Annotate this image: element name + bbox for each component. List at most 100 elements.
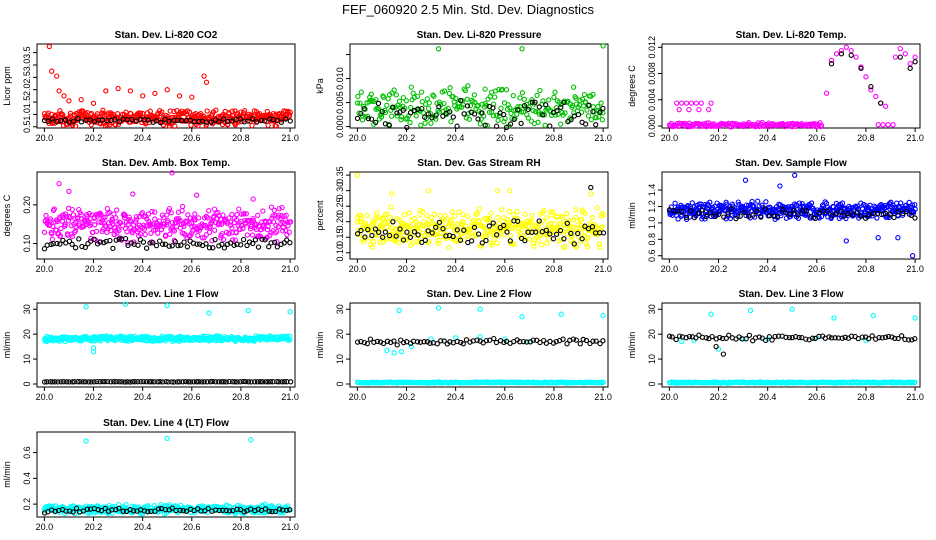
data-point [88, 379, 94, 385]
data-point [895, 235, 901, 241]
plot-frame [661, 43, 921, 129]
series-main [41, 301, 293, 355]
data-point [449, 209, 455, 215]
data-point [779, 206, 785, 213]
data-point [181, 239, 187, 245]
x-tick-label: 20.8 [545, 264, 563, 274]
x-tick-label: 20.4 [759, 133, 777, 143]
data-point [538, 242, 545, 248]
data-point [273, 123, 280, 129]
data-point [189, 94, 195, 100]
data-point [478, 243, 485, 249]
data-point [471, 224, 478, 231]
y-tick-label: 1.5 [22, 96, 32, 109]
data-point [66, 379, 72, 385]
x-tick-label: 20.8 [857, 133, 875, 143]
data-point [260, 208, 266, 214]
series-overlay [354, 184, 607, 247]
data-point [726, 332, 732, 338]
data-point [250, 240, 256, 247]
data-point [398, 348, 405, 355]
x-tick-label: 20.4 [134, 133, 152, 143]
data-point [194, 192, 200, 198]
data-point [112, 122, 119, 128]
data-point [717, 334, 723, 341]
data-point [140, 93, 146, 99]
data-point [453, 238, 459, 244]
data-point [425, 187, 432, 194]
data-point [82, 379, 89, 385]
data-point [686, 333, 693, 340]
y-axis-label: Licor ppm [2, 66, 12, 106]
data-point [85, 379, 92, 385]
data-point [562, 110, 568, 116]
data-point [133, 214, 139, 220]
data-point [170, 227, 176, 233]
data-point [103, 88, 109, 94]
data-point [286, 112, 293, 118]
data-point [546, 97, 552, 103]
data-point [181, 223, 187, 230]
data-point [486, 109, 493, 115]
data-point [540, 112, 546, 118]
data-point [848, 47, 854, 54]
data-point [703, 213, 710, 220]
data-point [413, 239, 419, 245]
panel-title: Stan. Dev. Gas Stream RH [417, 158, 540, 169]
data-point [284, 219, 291, 225]
data-point [843, 238, 849, 244]
data-point [163, 378, 169, 385]
y-tick-label: 1.0 [647, 217, 657, 230]
plot-frame [36, 43, 296, 129]
data-point [535, 119, 541, 125]
data-point [882, 334, 889, 340]
data-point [124, 379, 130, 385]
data-point [401, 212, 407, 218]
data-point [824, 208, 831, 214]
data-point [429, 230, 435, 236]
data-point [600, 230, 607, 236]
x-tick-label: 20.4 [447, 264, 465, 274]
y-axis-label: percent [315, 200, 325, 231]
x-tick-label: 20.6 [183, 133, 201, 143]
data-point [494, 232, 500, 238]
data-point [540, 98, 546, 104]
data-point [673, 336, 679, 343]
y-tick-label: 20 [335, 329, 345, 339]
plot-frame [661, 171, 921, 260]
data-point [127, 379, 133, 385]
data-point [479, 110, 485, 116]
data-point [243, 211, 249, 217]
data-point [482, 122, 488, 128]
data-point [468, 238, 475, 244]
y-tick-label: 0.012 [647, 36, 657, 59]
data-point [285, 336, 292, 342]
data-point [777, 183, 783, 189]
panel-title: Stan. Dev. Line 3 Flow [739, 289, 844, 300]
data-point [510, 92, 516, 99]
data-point [185, 379, 192, 385]
data-point [481, 216, 488, 222]
data-point [391, 87, 397, 93]
y-tick-label: 0.15 [335, 228, 345, 246]
data-point [221, 379, 227, 385]
data-point [508, 110, 514, 117]
data-point [106, 209, 113, 216]
x-tick-label: 20.2 [85, 133, 103, 143]
data-point [266, 244, 272, 250]
data-point [585, 113, 592, 119]
x-tick-label: 20.0 [349, 133, 367, 143]
data-point [868, 87, 874, 93]
data-point [398, 117, 404, 123]
data-point [208, 220, 214, 227]
data-point [148, 230, 154, 236]
data-point [391, 350, 397, 356]
data-point [283, 212, 289, 218]
x-tick-label: 20.0 [349, 264, 367, 274]
data-point [268, 204, 275, 210]
data-point [112, 225, 118, 231]
data-point [515, 107, 521, 113]
data-point [195, 232, 201, 239]
data-point [91, 236, 97, 242]
data-point [130, 191, 136, 197]
